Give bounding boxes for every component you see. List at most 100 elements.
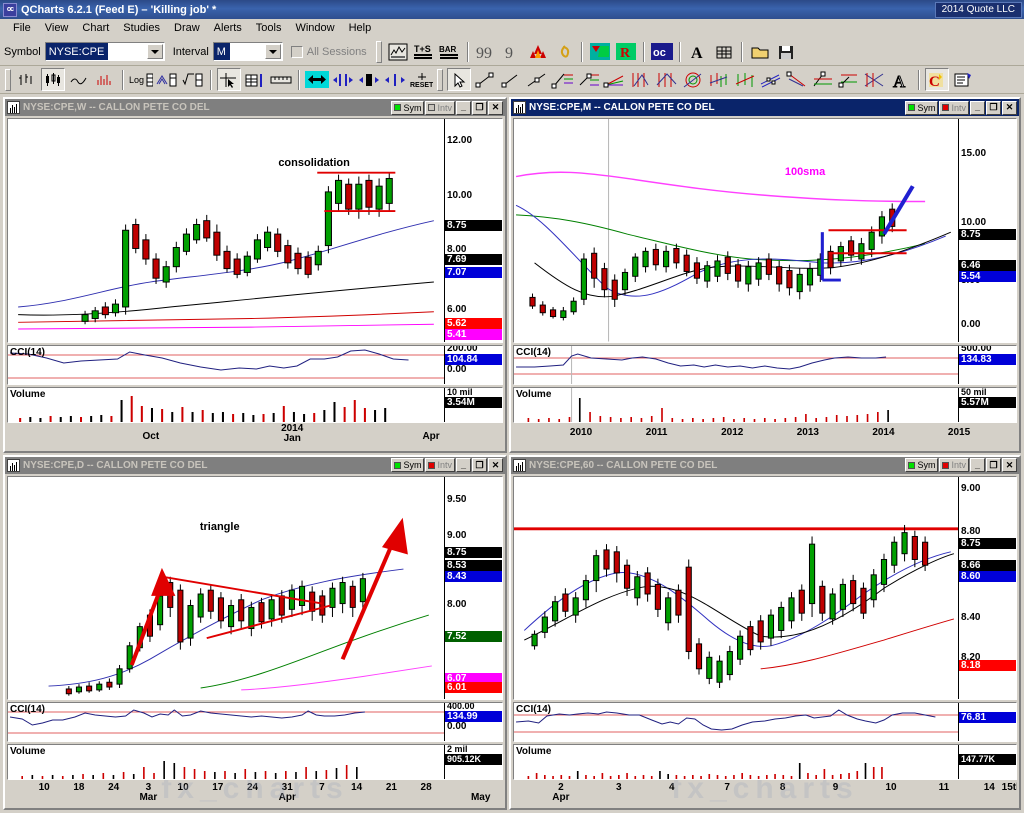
fib-retracement-icon[interactable] (551, 68, 575, 91)
toolbar-grip[interactable] (437, 68, 443, 91)
shrink-bars-icon[interactable] (383, 68, 407, 91)
line-chart-icon[interactable] (15, 68, 39, 91)
sym-toggle-button[interactable]: Sym (905, 458, 939, 472)
intv-toggle-button[interactable]: Intv (939, 458, 969, 472)
time-and-sales-icon[interactable]: T+S (412, 40, 436, 63)
symbol-input[interactable]: NYSE:CPE (45, 43, 109, 60)
monthly-plot-area[interactable]: 100sma (514, 119, 958, 342)
trendline-icon[interactable] (473, 68, 497, 91)
chart-panel-monthly-title-bar[interactable]: NYSE:CPE,M -- CALLON PETE CO DEL Sym Int… (511, 99, 1019, 116)
log-scale-icon[interactable]: Log (129, 68, 153, 91)
weekly-cci-pane[interactable]: CCI(14) 200.00 104.84 0.00 (7, 344, 503, 385)
save-disk-icon[interactable] (774, 40, 798, 63)
close-button[interactable]: ✕ (488, 100, 503, 115)
open-folder-icon[interactable] (748, 40, 772, 63)
fib-fan-icon[interactable] (603, 68, 627, 91)
color-picker-icon[interactable]: C (925, 68, 949, 91)
chart-panel-hourly[interactable]: NYSE:CPE,60 -- CALLON PETE CO DEL Sym In… (509, 454, 1021, 810)
quote-bubble-icon[interactable]: 99 (474, 40, 498, 63)
market-map-icon[interactable] (588, 40, 612, 63)
hourly-plot-area[interactable] (514, 476, 958, 699)
curve-chart-icon[interactable] (67, 68, 91, 91)
daily-volume-pane[interactable]: Volume (7, 744, 503, 780)
daily-price-chart[interactable]: triangle 9.50 9.00 8.00 8.75 8.53 8.43 7… (7, 475, 503, 700)
menu-item-file[interactable]: File (13, 22, 31, 34)
maximize-button[interactable]: ❐ (472, 458, 487, 472)
menu-item-help[interactable]: Help (348, 22, 372, 34)
compress-bars-icon[interactable] (357, 68, 381, 91)
reset-button[interactable]: RESET (409, 68, 433, 91)
candlestick-chart-icon[interactable] (41, 68, 65, 91)
text-annotation-icon[interactable]: A (889, 68, 913, 91)
fit-width-icon[interactable] (305, 68, 329, 91)
toolbar-grip[interactable] (5, 68, 11, 91)
menu-item-chart[interactable]: Chart (82, 22, 110, 34)
chart-panel-hourly-title-bar[interactable]: NYSE:CPE,60 -- CALLON PETE CO DEL Sym In… (511, 456, 1019, 474)
menu-item-view[interactable]: View (44, 22, 69, 34)
menu-item-window[interactable]: Window (295, 22, 335, 34)
toolbar-grip[interactable] (375, 40, 382, 63)
daily-cci-pane[interactable]: CCI(14) 400.00 134.99 0.00 (7, 702, 503, 742)
crosshair-pointer-icon[interactable] (217, 68, 241, 91)
all-sessions-checkbox[interactable]: All Sessions (290, 45, 367, 58)
alert-flame-icon[interactable] (526, 40, 550, 63)
single-quote-icon[interactable]: 9 (500, 40, 524, 63)
speed-lines-icon[interactable] (707, 68, 731, 91)
parallel-channel-icon[interactable] (759, 68, 783, 91)
text-tool-icon[interactable]: A (686, 40, 710, 63)
monthly-price-scale[interactable]: 15.00 10.00 5.00 0.00 8.75 6.46 5.54 (958, 119, 1016, 342)
intv-toggle-button[interactable]: Intv (425, 100, 455, 115)
gann-fan-icon[interactable] (733, 68, 757, 91)
intv-toggle-button[interactable]: Intv (939, 100, 969, 115)
menu-item-alerts[interactable]: Alerts (213, 22, 242, 34)
monthly-price-chart[interactable]: 100sma 15.00 10.00 5.00 0.00 8.75 6.46 5… (513, 118, 1017, 343)
hourly-volume-pane[interactable]: Volume (513, 744, 1017, 780)
daily-price-scale[interactable]: 9.50 9.00 8.00 8.75 8.53 8.43 7.52 6.07 … (444, 476, 502, 699)
symbol-input-pad[interactable] (108, 43, 146, 60)
chevron-down-icon[interactable] (264, 44, 281, 59)
properties-icon[interactable] (951, 68, 975, 91)
fib-timezone-icon[interactable] (629, 68, 653, 91)
quote-sheet-icon[interactable] (386, 40, 410, 63)
weekly-price-chart[interactable]: consolidation 12.00 10.00 8.00 6.00 8.75… (7, 118, 503, 343)
chart-panel-daily-title-bar[interactable]: NYSE:CPE,D -- CALLON PETE CO DEL Sym Int… (5, 456, 505, 474)
checkbox-box-icon[interactable] (290, 45, 303, 58)
weekly-volume-pane[interactable]: Volume (7, 386, 503, 423)
sym-toggle-button[interactable]: Sym (391, 100, 425, 115)
research-icon[interactable]: R (614, 40, 638, 63)
chart-panel-weekly-title-bar[interactable]: NYSE:CPE,W -- CALLON PETE CO DEL Sym Int… (5, 99, 505, 116)
minimize-button[interactable]: _ (970, 458, 985, 472)
maximize-button[interactable]: ❐ (986, 100, 1001, 115)
grid-icon[interactable] (712, 40, 736, 63)
chart-panel-daily[interactable]: NYSE:CPE,D -- CALLON PETE CO DEL Sym Int… (3, 454, 507, 810)
interval-input-pad[interactable] (229, 43, 264, 60)
menu-item-studies[interactable]: Studies (123, 22, 160, 34)
cycle-lines-icon[interactable] (681, 68, 705, 91)
minimize-button[interactable]: _ (456, 458, 471, 472)
maximize-button[interactable]: ❐ (986, 458, 1001, 472)
qc-logo-icon[interactable]: oc (650, 40, 674, 63)
symbol-combobox[interactable]: NYSE:CPE (44, 42, 165, 61)
bar-table-icon[interactable]: BAR (438, 40, 462, 63)
sym-toggle-button[interactable]: Sym (905, 100, 939, 115)
close-button[interactable]: ✕ (1002, 458, 1017, 472)
extended-line-icon[interactable] (525, 68, 549, 91)
daily-plot-area[interactable]: triangle (8, 476, 444, 699)
chevron-down-icon[interactable] (146, 44, 163, 59)
monthly-volume-pane[interactable]: Volume (513, 386, 1017, 423)
delta-icon[interactable] (552, 40, 576, 63)
close-button[interactable]: ✕ (1002, 100, 1017, 115)
chart-panel-weekly[interactable]: NYSE:CPE,W -- CALLON PETE CO DEL Sym Int… (3, 97, 507, 453)
interval-input[interactable]: M (213, 43, 230, 60)
chart-panel-monthly[interactable]: NYSE:CPE,M -- CALLON PETE CO DEL Sym Int… (509, 97, 1021, 453)
hourly-price-scale[interactable]: 9.00 8.80 8.40 8.20 8.75 8.66 8.60 8.18 (958, 476, 1016, 699)
expand-bars-icon[interactable] (331, 68, 355, 91)
close-button[interactable]: ✕ (488, 458, 503, 472)
maximize-button[interactable]: ❐ (472, 100, 487, 115)
minimize-button[interactable]: _ (456, 100, 471, 115)
error-channel-icon[interactable] (811, 68, 835, 91)
intv-toggle-button[interactable]: Intv (425, 458, 455, 472)
menu-item-draw[interactable]: Draw (174, 22, 200, 34)
overlay-icon[interactable] (155, 68, 179, 91)
monthly-cci-pane[interactable]: CCI(14) 500.00 134.83 (513, 344, 1017, 385)
